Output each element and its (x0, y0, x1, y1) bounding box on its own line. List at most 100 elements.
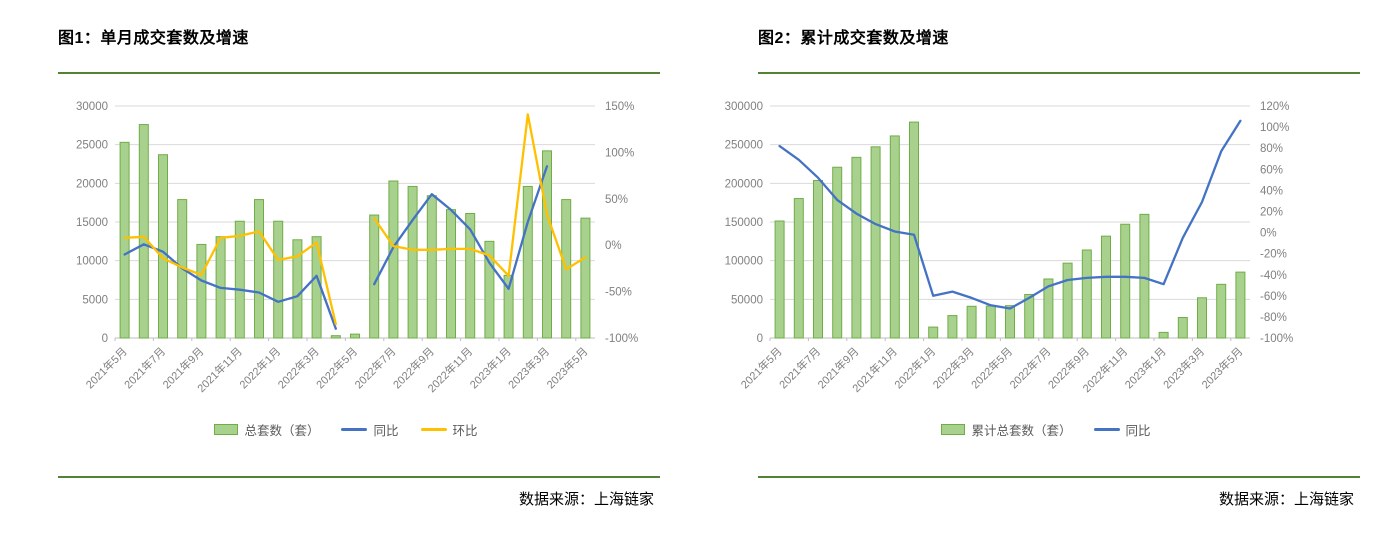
left-axis-label: 100000 (725, 256, 763, 268)
bar (484, 240, 495, 339)
line-swatch-icon (420, 428, 447, 431)
chart1-canvas: 30000 25000 20000 15000 10000 5000 0 150% 100% 50… (76, 101, 638, 395)
right-axis-label: -40% (1260, 270, 1287, 282)
left-axis-label: 150000 (725, 217, 763, 229)
left-axis-label: 20000 (76, 178, 108, 190)
bar (426, 195, 437, 339)
right-axis-label: 0% (1260, 228, 1277, 240)
bar (407, 185, 418, 339)
bar (1177, 317, 1188, 339)
chart1-title: 图1：单月成交套数及增速 (58, 30, 249, 47)
left-axis-label: 5000 (82, 294, 108, 306)
left-axis-label: 50000 (731, 294, 763, 306)
bar (1081, 249, 1092, 339)
bar (1120, 223, 1131, 339)
legend-label: 累计总套数（套） (971, 424, 1072, 438)
chart1-data-source: 数据来源：上海链家 (518, 491, 654, 508)
right-axis-label: 60% (1260, 164, 1283, 176)
bar (1216, 283, 1227, 339)
bar (1235, 271, 1246, 339)
bar (1005, 305, 1015, 339)
chart2-data-source: 数据来源：上海链家 (1218, 491, 1354, 508)
mom-line (123, 230, 337, 326)
right-axis-label: 150% (605, 101, 634, 113)
left-axis-label: 30000 (76, 101, 108, 113)
bar (542, 150, 552, 339)
line-swatch-icon (1093, 428, 1120, 431)
legend-item: 同比 (1093, 420, 1151, 439)
bar-swatch-icon (214, 424, 239, 435)
legend-label: 同比 (373, 424, 399, 438)
left-axis-label: 10000 (76, 256, 108, 268)
right-axis-label: -80% (1260, 312, 1287, 324)
chart2-bottom-separator (758, 476, 1360, 478)
right-axis-label: 40% (1260, 185, 1283, 197)
left-axis-label: 300000 (725, 101, 763, 113)
bar (870, 146, 881, 339)
x-axis-label: 2023年5月 (1198, 344, 1245, 391)
bar (909, 121, 919, 339)
legend-item: 总套数（套） (214, 420, 319, 439)
left-axis-label: 250000 (725, 140, 763, 152)
bar (813, 179, 823, 339)
chart2-legend: 累计总套数（套） 同比 (700, 420, 1392, 439)
right-axis-label: 50% (605, 194, 628, 206)
bar (388, 180, 399, 339)
legend-label: 环比 (452, 424, 478, 438)
right-axis-label: 20% (1260, 206, 1283, 218)
right-axis-label: 100% (1260, 122, 1289, 134)
chart-panel-monthly: 图1：单月成交套数及增速 30000 25000 20000 15000 10000 50… (0, 0, 692, 556)
legend-label: 总套数（套） (244, 424, 320, 438)
line-swatch-icon (341, 428, 368, 431)
yoy-line (123, 243, 337, 330)
chart1-legend: 总套数（套） 同比 环比 (0, 420, 692, 439)
chart1-bottom-separator (58, 476, 660, 478)
x-axis-label: 2023年5月 (543, 344, 590, 391)
bar (465, 212, 476, 339)
right-axis-label: 100% (605, 147, 634, 159)
right-axis-label: 0% (605, 240, 622, 252)
right-axis-label: 120% (1260, 101, 1289, 113)
bar (196, 243, 207, 339)
bar (580, 217, 591, 339)
right-axis-label: -100% (1260, 333, 1293, 345)
legend-item: 累计总套数（套） (941, 420, 1072, 439)
right-axis-label: -60% (1260, 291, 1287, 303)
bar (928, 326, 939, 339)
bar (889, 135, 900, 339)
bar (832, 166, 843, 339)
right-axis-label: -50% (605, 287, 632, 299)
bar (1158, 331, 1169, 339)
bar (446, 209, 456, 339)
chart2-title-underline (758, 72, 1360, 74)
yoy-line (373, 165, 549, 290)
bar (350, 333, 360, 339)
left-axis-label: 0 (102, 333, 108, 345)
bar (138, 124, 149, 339)
bar (1101, 235, 1111, 339)
yoy-line (778, 119, 1242, 310)
bar (254, 199, 264, 339)
bar (158, 154, 168, 339)
right-axis-label: -20% (1260, 249, 1287, 261)
chart2-canvas: 300000 250000 200000 150000 100000 50000 0 120%… (725, 101, 1294, 395)
bar (522, 185, 533, 339)
legend-item: 环比 (420, 420, 478, 439)
right-axis-label: 80% (1260, 143, 1283, 155)
bar (119, 141, 130, 339)
bar (774, 220, 785, 339)
bar (1024, 293, 1035, 339)
bar (292, 239, 303, 339)
legend-item: 同比 (341, 420, 399, 439)
chart1-title-underline (58, 72, 660, 74)
bar (1197, 297, 1207, 339)
left-axis-label: 200000 (725, 178, 763, 190)
mom-line (373, 113, 587, 277)
bar-swatch-icon (941, 424, 966, 435)
right-axis-label: -100% (605, 333, 638, 345)
bar (851, 156, 862, 339)
bar (1062, 262, 1073, 339)
bar (1043, 278, 1054, 339)
bar (966, 305, 977, 339)
